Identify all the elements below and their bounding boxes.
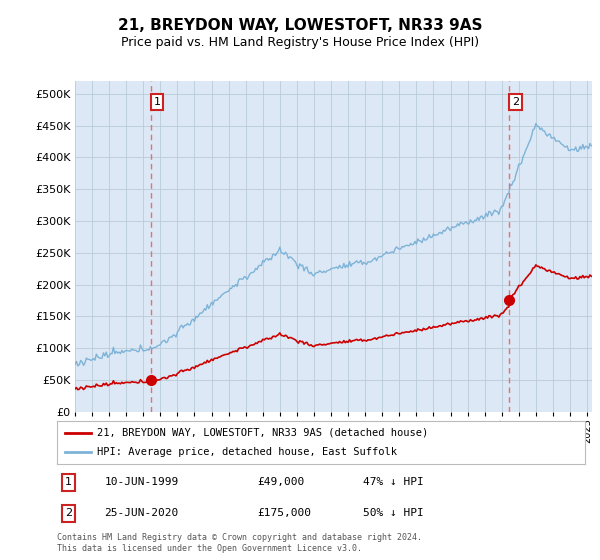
Text: 21, BREYDON WAY, LOWESTOFT, NR33 9AS (detached house): 21, BREYDON WAY, LOWESTOFT, NR33 9AS (de…: [97, 428, 428, 437]
Text: 1: 1: [65, 477, 72, 487]
Text: £49,000: £49,000: [257, 477, 305, 487]
Text: 2: 2: [65, 508, 72, 518]
Text: HPI: Average price, detached house, East Suffolk: HPI: Average price, detached house, East…: [97, 447, 397, 457]
Text: 2: 2: [512, 97, 519, 107]
Text: 47% ↓ HPI: 47% ↓ HPI: [363, 477, 424, 487]
Text: 25-JUN-2020: 25-JUN-2020: [104, 508, 179, 518]
Text: Price paid vs. HM Land Registry's House Price Index (HPI): Price paid vs. HM Land Registry's House …: [121, 36, 479, 49]
Text: 1: 1: [154, 97, 160, 107]
Text: 21, BREYDON WAY, LOWESTOFT, NR33 9AS: 21, BREYDON WAY, LOWESTOFT, NR33 9AS: [118, 18, 482, 33]
Text: Contains HM Land Registry data © Crown copyright and database right 2024.
This d: Contains HM Land Registry data © Crown c…: [57, 533, 422, 553]
Text: 50% ↓ HPI: 50% ↓ HPI: [363, 508, 424, 518]
Text: 10-JUN-1999: 10-JUN-1999: [104, 477, 179, 487]
Text: £175,000: £175,000: [257, 508, 311, 518]
